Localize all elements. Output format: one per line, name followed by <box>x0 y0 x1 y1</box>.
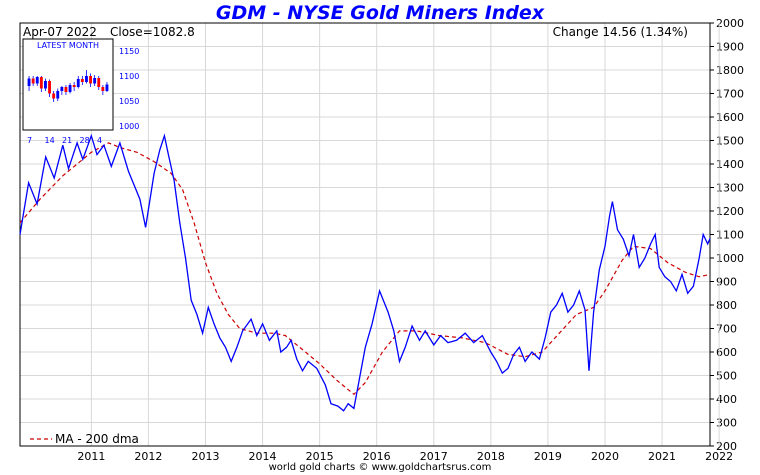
x-tick-label: 2019 <box>534 450 562 463</box>
inset-y-tick-label: 1150 <box>119 47 139 56</box>
inset-candle-body <box>48 81 51 94</box>
inset-candle-body <box>80 79 84 82</box>
inset-x-tick-label: 7 <box>27 136 32 145</box>
y-tick-label: 1800 <box>716 64 744 77</box>
inset-candle-body <box>35 77 39 84</box>
inset-candle-body <box>105 84 109 91</box>
y-tick-label: 1400 <box>716 158 744 171</box>
inset-candle-body <box>64 87 68 92</box>
x-tick-label: 2015 <box>306 450 334 463</box>
y-tick-label: 400 <box>716 393 737 406</box>
x-tick-label: 2022 <box>705 450 733 463</box>
y-tick-label: 1700 <box>716 88 744 101</box>
y-tick-label: 300 <box>716 417 737 430</box>
y-tick-label: 800 <box>716 299 737 312</box>
y-tick-label: 600 <box>716 346 737 359</box>
inset-candle-body <box>76 79 80 87</box>
legend-ma-label: MA - 200 dma <box>55 432 139 446</box>
y-tick-label: 1200 <box>716 205 744 218</box>
y-tick-label: 1000 <box>716 252 744 265</box>
inset-candle-body <box>101 87 105 91</box>
inset-y-tick-label: 1050 <box>119 97 139 106</box>
y-tick-label: 1600 <box>716 111 744 124</box>
inset-x-tick-label: 21 <box>62 136 72 145</box>
inset-candle-body <box>93 78 97 84</box>
inset-candle-body <box>60 87 64 91</box>
y-tick-label: 200 <box>716 440 737 453</box>
inset-candle-body <box>52 93 56 99</box>
y-tick-label: 1900 <box>716 41 744 54</box>
chart-title: GDM - NYSE Gold Miners Index <box>215 2 545 24</box>
x-tick-label: 2017 <box>420 450 448 463</box>
inset-x-tick-label: 14 <box>45 136 55 145</box>
x-tick-label: 2012 <box>134 450 162 463</box>
inset-candle-body <box>89 76 92 84</box>
inset-candle-body <box>31 78 35 84</box>
y-tick-label: 1300 <box>716 182 744 195</box>
inset-candle-body <box>56 91 60 99</box>
inset-x-tick-label: 4 <box>97 136 102 145</box>
inset-candle-body <box>27 78 31 86</box>
inset-y-tick-label: 1100 <box>119 72 139 81</box>
y-tick-label: 700 <box>716 323 737 336</box>
x-tick-label: 2013 <box>191 450 219 463</box>
inset-candle-body <box>68 85 72 92</box>
inset-candle-body <box>72 85 76 87</box>
x-tick-label: 2016 <box>363 450 391 463</box>
y-tick-label: 1100 <box>716 229 744 242</box>
x-tick-label: 2018 <box>477 450 505 463</box>
x-tick-label: 2011 <box>77 450 105 463</box>
inset-candle-body <box>39 77 43 89</box>
x-tick-label: 2020 <box>591 450 619 463</box>
y-tick-label: 500 <box>716 370 737 383</box>
series-ma-line <box>19 142 711 396</box>
x-tick-label: 2021 <box>648 450 676 463</box>
inset-candle-body <box>44 81 47 89</box>
y-tick-label: 900 <box>716 276 737 289</box>
info-close: Close=1082.8 <box>110 25 195 39</box>
footer-credit: world gold charts © www.goldchartsrus.co… <box>268 462 492 473</box>
y-tick-label: 2000 <box>716 17 744 30</box>
inset-y-tick-label: 1000 <box>119 122 139 131</box>
inset-x-tick-label: 28 <box>80 136 90 145</box>
info-change: Change 14.56 (1.34%) <box>553 25 688 39</box>
inset-candle-body <box>85 76 88 82</box>
series-gdm-line <box>19 133 711 412</box>
y-tick-label: 1500 <box>716 135 744 148</box>
inset-label: LATEST MONTH <box>37 41 99 50</box>
info-date: Apr-07 2022 <box>23 25 97 39</box>
inset-candle-body <box>97 78 101 87</box>
x-tick-label: 2014 <box>249 450 277 463</box>
